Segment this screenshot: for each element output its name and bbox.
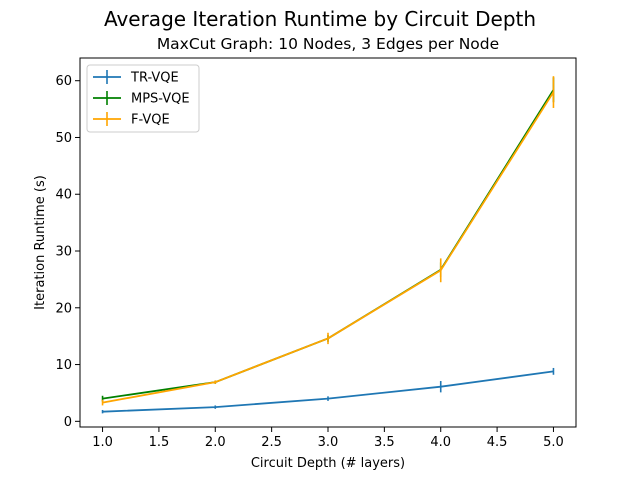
x-tick-label: 1.0: [92, 435, 113, 450]
series-line-mps-vqe: [102, 89, 555, 400]
legend-item-f-vqe: F-VQE: [93, 112, 170, 128]
x-tick-label: 3.0: [318, 435, 339, 450]
legend: TR-VQE MPS-VQE F-VQE: [86, 64, 200, 133]
y-tick-label: 0: [64, 415, 72, 430]
y-tick-label: 60: [55, 74, 72, 89]
y-tick-label: 30: [55, 245, 72, 260]
x-axis-ticks: 1.0 1.5 2.0 2.5 3.0 3.5 4.0 4.5 5.0: [92, 427, 564, 450]
x-tick-label: 5.0: [543, 435, 564, 450]
series-line-tr-vqe: [102, 370, 554, 413]
chart-subtitle: MaxCut Graph: 10 Nodes, 3 Edges per Node: [157, 35, 499, 53]
legend-item-mps-vqe: MPS-VQE: [93, 91, 190, 107]
x-tick-label: 1.5: [149, 435, 170, 450]
x-tick-label: 4.0: [430, 435, 451, 450]
x-tick-label: 2.0: [205, 435, 226, 450]
plot-area: [101, 76, 555, 414]
y-tick-label: 40: [55, 188, 72, 203]
legend-box: [86, 64, 200, 133]
x-tick-label: 4.5: [487, 435, 508, 450]
y-tick-label: 50: [55, 131, 72, 146]
y-tick-label: 10: [55, 358, 72, 373]
y-axis-label: Iteration Runtime (s): [33, 175, 48, 310]
y-tick-label: 20: [55, 301, 72, 316]
legend-item-tr-vqe: TR-VQE: [93, 70, 179, 86]
series-tr-vqe: [101, 367, 555, 414]
legend-label-f-vqe: F-VQE: [131, 113, 170, 128]
x-axis-label: Circuit Depth (# layers): [251, 456, 405, 471]
axes-frame: [79, 57, 577, 428]
y-axis-ticks: 0 10 20 30 40 50 60: [55, 74, 80, 430]
legend-label-mps-vqe: MPS-VQE: [131, 92, 190, 107]
series-line-f-vqe: [102, 91, 555, 404]
chart-title: Average Iteration Runtime by Circuit Dep…: [104, 7, 536, 31]
x-tick-label: 2.5: [261, 435, 282, 450]
x-tick-label: 3.5: [374, 435, 395, 450]
series-f-vqe: [101, 76, 555, 406]
legend-label-tr-vqe: TR-VQE: [130, 71, 179, 86]
